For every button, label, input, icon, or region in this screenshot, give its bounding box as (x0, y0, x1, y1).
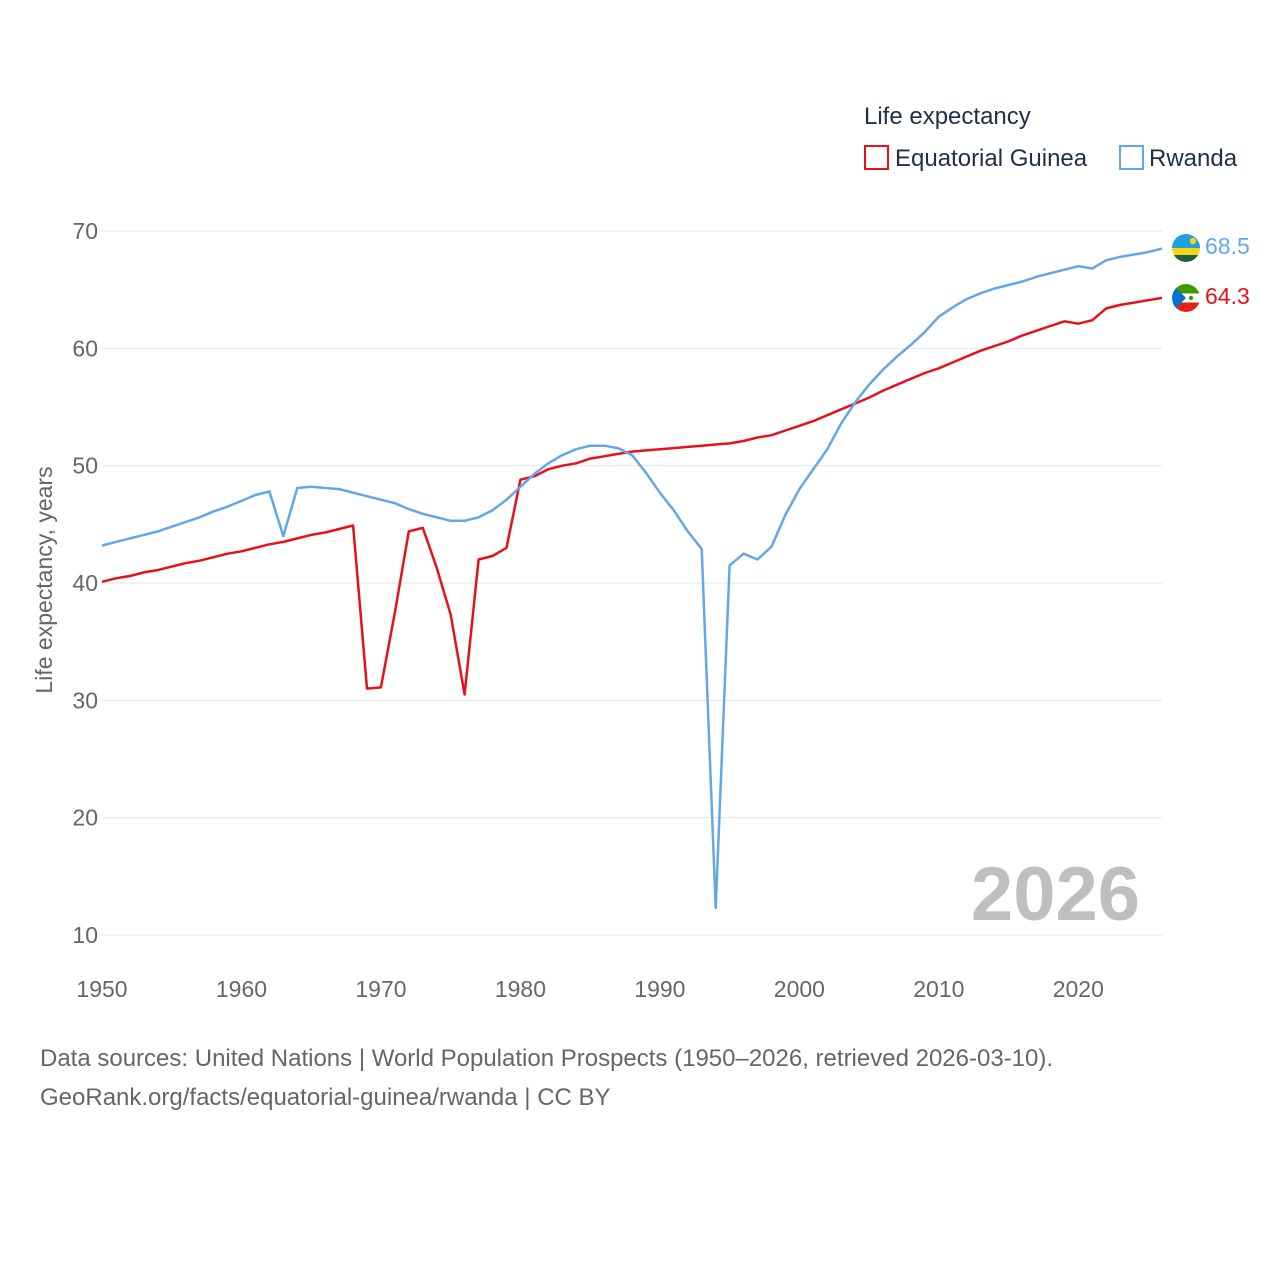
gridlines (102, 230, 1162, 936)
legend-item-equatorial-guinea[interactable]: Equatorial Guinea (864, 145, 1088, 172)
rwanda-end-value: 68.5 (1205, 233, 1250, 259)
y-tick-label: 10 (72, 922, 98, 948)
x-tick-label: 1970 (355, 976, 406, 1002)
x-tick-label: 2020 (1053, 976, 1104, 1002)
x-tick-label: 1950 (76, 976, 127, 1002)
y-axis-label: Life expectancy, years (31, 466, 57, 693)
legend-swatch-equatorial-guinea (864, 145, 889, 170)
x-tick-label: 1990 (634, 976, 685, 1002)
rwanda-flag-icon (1172, 234, 1200, 262)
y-tick-label: 60 (72, 335, 98, 361)
x-axis-ticks: 1950 1960 1970 1980 1990 2000 2010 2020 (76, 976, 1103, 1002)
legend-label-equatorial-guinea: Equatorial Guinea (895, 145, 1088, 172)
footer-sources: Data sources: United Nations | World Pop… (40, 1045, 1054, 1072)
y-tick-label: 40 (72, 570, 98, 596)
footer-attribution[interactable]: GeoRank.org/facts/equatorial-guinea/rwan… (40, 1084, 611, 1111)
series-line-rwanda[interactable] (101, 247, 1163, 910)
x-tick-label: 2010 (913, 976, 964, 1002)
equatorial-guinea-flag-icon (1172, 284, 1200, 312)
y-axis-ticks: 10 20 30 40 50 60 70 (72, 218, 98, 948)
legend-label-rwanda: Rwanda (1149, 145, 1238, 172)
legend: Life expectancy Equatorial Guinea Rwanda (864, 103, 1238, 172)
y-tick-label: 20 (72, 805, 98, 831)
legend-item-rwanda[interactable]: Rwanda (1119, 145, 1238, 172)
x-tick-label: 1960 (216, 976, 267, 1002)
equatorial-guinea-end-value: 64.3 (1205, 283, 1250, 309)
x-tick-label: 1980 (495, 976, 546, 1002)
year-watermark: 2026 (971, 852, 1140, 937)
y-tick-label: 70 (72, 218, 98, 244)
legend-swatch-rwanda (1119, 145, 1144, 170)
y-tick-label: 30 (72, 687, 98, 713)
x-tick-label: 2000 (774, 976, 825, 1002)
y-tick-label: 50 (72, 453, 98, 479)
series-line-equatorial-guinea[interactable] (101, 296, 1163, 696)
legend-title: Life expectancy (864, 103, 1031, 130)
series-lines (101, 247, 1163, 910)
